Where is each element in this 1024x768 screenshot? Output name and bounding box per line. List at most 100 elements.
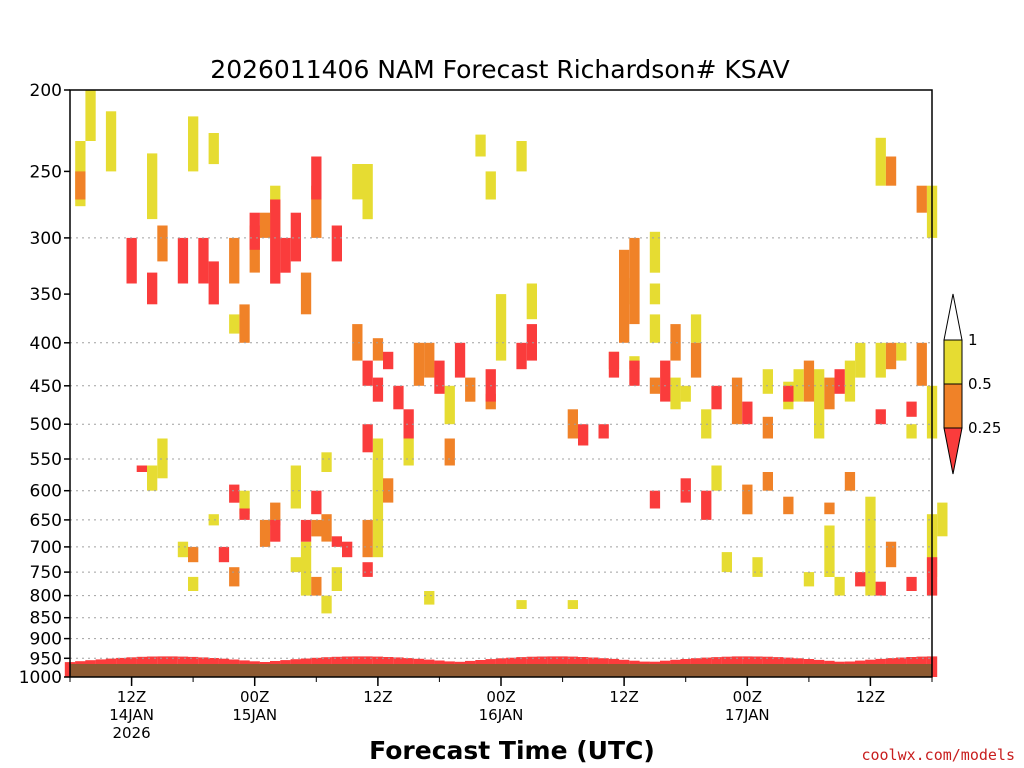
x-tick-label: 16JAN <box>479 706 524 724</box>
ri-cell <box>762 416 773 439</box>
legend-swatch-0.25-0.5 <box>943 383 963 429</box>
ri-cell <box>85 90 96 141</box>
ri-cell <box>229 484 240 503</box>
y-tick-label: 800 <box>30 587 62 607</box>
ri-cell <box>454 342 466 378</box>
y-tick-label: 250 <box>30 162 62 182</box>
ri-cell <box>270 199 281 284</box>
ri-cell <box>157 438 168 479</box>
ri-cell <box>690 314 702 343</box>
ri-cell <box>208 261 219 305</box>
ri-cell <box>352 324 363 361</box>
ri-cell <box>444 385 455 425</box>
ri-cell <box>516 342 527 370</box>
ri-cell <box>567 409 578 439</box>
ri-cell <box>393 385 404 410</box>
ri-cell <box>680 478 691 503</box>
credit-text: coolwx.com/models <box>861 746 1015 764</box>
ri-cell <box>670 377 681 410</box>
ri-cell <box>516 141 527 172</box>
y-tick-label: 350 <box>30 285 62 305</box>
ri-cell <box>270 502 281 526</box>
y-tick-label: 450 <box>30 377 62 397</box>
ri-cell <box>711 465 722 491</box>
ri-cell <box>270 519 281 542</box>
ri-cell <box>259 212 271 238</box>
ri-cell <box>619 249 630 343</box>
legend-level-label: 1 <box>968 331 978 349</box>
ri-cell <box>300 272 312 315</box>
ri-cell <box>413 342 425 386</box>
ri-cell <box>783 496 794 515</box>
ri-cell <box>567 600 578 609</box>
ri-cell <box>855 342 866 378</box>
ri-cell <box>362 519 373 558</box>
ri-cell <box>680 385 691 402</box>
ri-cell <box>916 342 927 386</box>
ri-cell <box>136 465 147 472</box>
ri-cell <box>844 472 856 491</box>
ri-cell <box>485 171 496 200</box>
ri-cell <box>793 369 804 402</box>
x-tick-label: 00Z <box>733 688 762 706</box>
ri-cell <box>321 595 332 614</box>
ri-cell <box>516 600 527 609</box>
ri-cell <box>208 133 219 165</box>
ri-cell <box>362 424 373 453</box>
y-tick-label: 650 <box>30 511 62 531</box>
ri-cell <box>670 324 681 361</box>
chart-title: 2026011406 NAM Forecast Richardson# KSAV <box>210 55 789 84</box>
y-tick-label: 950 <box>30 649 62 669</box>
ri-cell <box>526 324 537 361</box>
x-tick-label: 12Z <box>117 688 146 706</box>
ri-cell <box>188 576 199 591</box>
ri-cell <box>742 401 753 425</box>
ri-cell <box>424 591 435 605</box>
y-tick-label: 700 <box>30 538 62 558</box>
ri-cell <box>803 360 815 402</box>
ri-cell <box>660 360 671 402</box>
legend-swatch-0.5-1 <box>943 339 963 385</box>
ri-cell <box>875 137 886 186</box>
ri-cell <box>875 342 886 378</box>
ri-cell <box>362 562 373 577</box>
ri-cell <box>239 304 250 343</box>
ri-cell <box>783 385 794 402</box>
ri-cell <box>885 541 897 568</box>
ri-cell <box>188 546 199 563</box>
ri-cell <box>311 576 322 596</box>
ri-cell <box>865 496 876 596</box>
ri-cell <box>834 576 845 596</box>
ri-cell <box>239 508 250 520</box>
ri-cell <box>814 369 825 439</box>
ri-cell <box>126 237 137 284</box>
y-tick-label: 900 <box>30 630 62 650</box>
ri-cell <box>649 314 661 343</box>
ri-cell <box>844 360 856 402</box>
ri-cell <box>742 484 753 515</box>
ri-cell <box>649 231 661 273</box>
ri-cell <box>475 134 486 157</box>
ri-cell <box>188 116 199 172</box>
ri-cell <box>690 342 702 378</box>
y-tick-label: 750 <box>30 563 62 583</box>
ri-cell <box>629 237 640 325</box>
ri-cell <box>218 546 230 563</box>
ri-cell <box>372 377 384 402</box>
y-tick-label: 1000 <box>19 668 62 688</box>
ri-cell <box>157 225 168 262</box>
ri-cell <box>649 490 661 509</box>
x-tick-label: 15JAN <box>232 706 277 724</box>
ri-cell <box>916 185 927 213</box>
x-tick-label: 00Z <box>486 688 515 706</box>
ri-cell <box>147 465 158 491</box>
x-tick-label: 12Z <box>363 688 392 706</box>
x-tick-label: 2026 <box>113 724 151 742</box>
ri-cell <box>824 377 835 410</box>
ri-cell <box>896 342 907 361</box>
ri-cell <box>885 342 897 370</box>
ri-cell <box>147 153 158 220</box>
ri-cell <box>290 465 301 509</box>
ri-cell <box>75 171 86 200</box>
